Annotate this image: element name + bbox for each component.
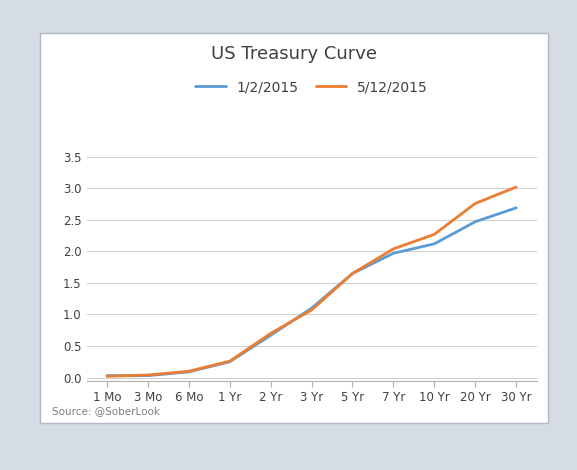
5/12/2015 xyxy=(308,307,315,313)
5/12/2015 xyxy=(390,246,397,252)
Legend: 1/2/2015, 5/12/2015: 1/2/2015, 5/12/2015 xyxy=(195,81,428,95)
5/12/2015 xyxy=(513,184,520,190)
5/12/2015 xyxy=(472,201,479,206)
1/2/2015 xyxy=(103,373,110,378)
1/2/2015 xyxy=(267,332,274,338)
1/2/2015 xyxy=(308,306,315,311)
Text: Source: @SoberLook: Source: @SoberLook xyxy=(52,406,160,416)
1/2/2015 xyxy=(390,251,397,256)
Text: US Treasury Curve: US Treasury Curve xyxy=(211,45,377,63)
5/12/2015 xyxy=(267,330,274,336)
5/12/2015 xyxy=(226,358,233,364)
1/2/2015 xyxy=(431,241,438,247)
5/12/2015 xyxy=(431,232,438,237)
5/12/2015 xyxy=(103,374,110,379)
5/12/2015 xyxy=(349,271,356,276)
1/2/2015 xyxy=(513,205,520,211)
1/2/2015 xyxy=(349,271,356,276)
1/2/2015 xyxy=(185,369,192,375)
Line: 5/12/2015: 5/12/2015 xyxy=(107,187,516,376)
Line: 1/2/2015: 1/2/2015 xyxy=(107,208,516,376)
1/2/2015 xyxy=(472,219,479,225)
1/2/2015 xyxy=(226,359,233,365)
1/2/2015 xyxy=(144,373,151,378)
5/12/2015 xyxy=(144,372,151,378)
5/12/2015 xyxy=(185,368,192,374)
